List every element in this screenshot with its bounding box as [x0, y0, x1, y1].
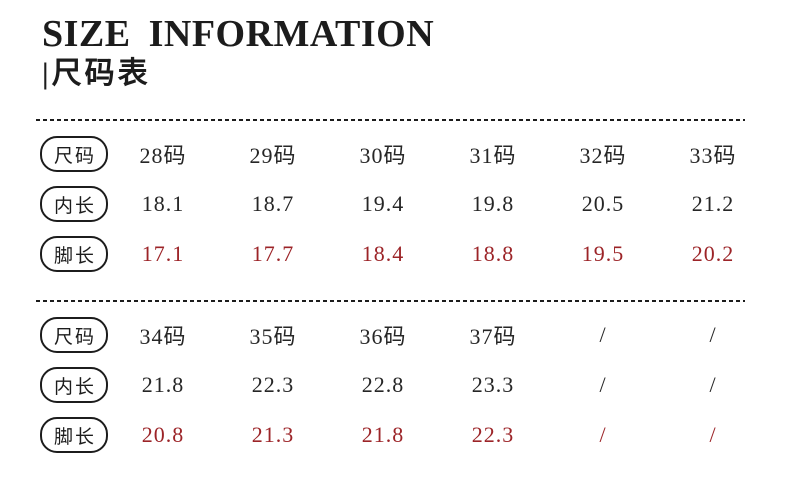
page-subtitle: |尺码表: [42, 57, 151, 90]
header: SIZE INFORMATION |尺码表: [0, 0, 790, 92]
table-cell: /: [599, 322, 607, 347]
table-cell: 18.1: [141, 191, 185, 216]
table-row: 尺码 28码 29码 30码 31码 32码 33码: [36, 129, 790, 179]
row-label-pill: 脚长: [40, 236, 108, 272]
table-cell: 20.2: [691, 241, 735, 266]
row-label-pill: 尺码: [40, 136, 108, 172]
table-cell: 23.3: [471, 372, 515, 397]
table-cell: /: [709, 372, 717, 397]
row-label-pill: 尺码: [40, 317, 108, 353]
table-cell: 19.5: [581, 241, 625, 266]
table-cell: 29码: [249, 143, 297, 168]
size-table-small-sizes: 尺码 28码 29码 30码 31码 32码 33码内长 18.1 18.7 19.4 19.8 20…: [36, 129, 790, 279]
table-cell: 19.4: [361, 191, 405, 216]
table-cell: 21.2: [691, 191, 735, 216]
table-cell: 36码: [359, 324, 407, 349]
table-cell: /: [599, 422, 607, 447]
size-table-large-sizes: 尺码 34码 35码 36码 37码 / / 内长 21.8 22.3 22.8 23.3 / / 脚长 20…: [36, 310, 790, 460]
row-label-pill: 脚长: [40, 417, 108, 453]
table-cell: 37码: [469, 324, 517, 349]
table-cell: 17.7: [251, 241, 295, 266]
table-cell: 18.7: [251, 191, 295, 216]
table-cell: 20.5: [581, 191, 625, 216]
table-cell: 34码: [139, 324, 187, 349]
table-cell: 21.3: [251, 422, 295, 447]
table-row: 内长 18.1 18.7 19.4 19.8 20.5 21.2: [36, 179, 790, 229]
table-cell: 22.3: [471, 422, 515, 447]
table-cell: 18.8: [471, 241, 515, 266]
table-cell: /: [709, 322, 717, 347]
table-cell: /: [709, 422, 717, 447]
dashed-divider-middle: [36, 300, 745, 302]
table-cell: /: [599, 372, 607, 397]
table-cell: 17.1: [141, 241, 185, 266]
table-row: 脚长 20.8 21.3 21.8 22.3 / /: [36, 410, 790, 460]
table-cell: 30码: [359, 143, 407, 168]
table-cell: 18.4: [361, 241, 405, 266]
table-cell: 20.8: [141, 422, 185, 447]
table-cell: 22.3: [251, 372, 295, 397]
table-cell: 28码: [139, 143, 187, 168]
table-cell: 21.8: [361, 422, 405, 447]
table-row: 脚长 17.1 17.7 18.4 18.8 19.5 20.2: [36, 229, 790, 279]
table-cell: 19.8: [471, 191, 515, 216]
table-cell: 31码: [469, 143, 517, 168]
table-cell: 35码: [249, 324, 297, 349]
dashed-divider-top: [36, 119, 745, 121]
table-cell: 33码: [689, 143, 737, 168]
row-label-pill: 内长: [40, 186, 108, 222]
row-label-pill: 内长: [40, 367, 108, 403]
table-cell: 32码: [579, 143, 627, 168]
table-row: 尺码 34码 35码 36码 37码 / /: [36, 310, 790, 360]
table-cell: 22.8: [361, 372, 405, 397]
table-row: 内长 21.8 22.3 22.8 23.3 / /: [36, 360, 790, 410]
table-cell: 21.8: [141, 372, 185, 397]
page-title: SIZE INFORMATION: [42, 13, 435, 55]
